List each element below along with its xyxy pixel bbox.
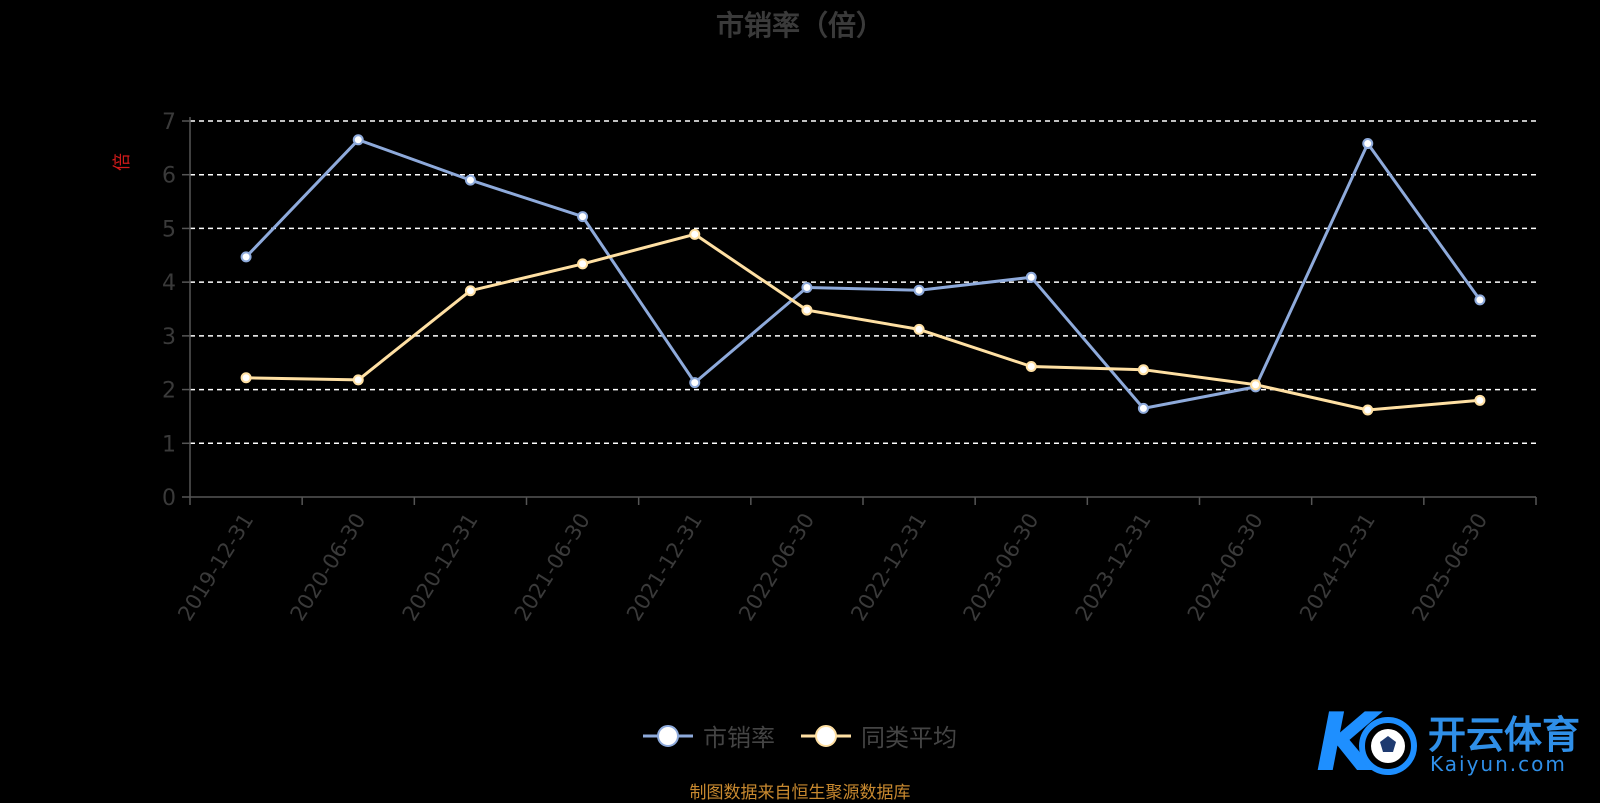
series-line-1 <box>246 232 1481 412</box>
data-point-s0-0 <box>240 251 252 263</box>
data-point-s1-4 <box>689 228 701 240</box>
data-point-s0-8 <box>1137 402 1149 414</box>
kaiyun-logo: K 开云体育 Kaiyun.com <box>1312 696 1592 786</box>
y-tick-label-3: 3 <box>162 325 176 350</box>
data-point-s1-0 <box>240 372 252 384</box>
data-point-s0-5 <box>801 282 813 294</box>
data-point-s0-2 <box>464 174 476 186</box>
y-tick-label-5: 5 <box>162 217 176 242</box>
data-point-s1-3 <box>577 258 589 270</box>
x-tick-label-5: 2022-06-30 <box>734 509 819 625</box>
series-lines <box>245 138 1482 412</box>
x-tick-label-11: 2025-06-30 <box>1407 509 1492 625</box>
logo-text: 开云体育 <box>1428 713 1581 757</box>
y-tick-label-1: 1 <box>162 432 176 457</box>
legend-swatch-peer-avg <box>801 724 851 747</box>
x-tick-label-10: 2024-12-31 <box>1295 509 1380 625</box>
data-point-s0-6 <box>913 284 925 296</box>
y-axis-label: 倍 <box>112 153 133 171</box>
x-tick-label-3: 2021-06-30 <box>510 509 595 625</box>
x-axis-ticks: 2019-12-31 2020-06-30 2020-12-31 2021-06-30… <box>173 497 1537 625</box>
y-tick-label-2: 2 <box>162 379 176 404</box>
legend-item-ps[interactable]: 市销率 <box>643 718 775 753</box>
series-line-0 <box>245 138 1482 410</box>
legend-item-peer-avg[interactable]: 同类平均 <box>801 718 957 753</box>
data-point-s1-6 <box>913 323 925 335</box>
legend-label-peer-avg: 同类平均 <box>861 724 957 752</box>
logo-domain: Kaiyun.com <box>1430 752 1567 776</box>
data-point-s0-7 <box>1025 271 1037 283</box>
x-tick-label-2: 2020-12-31 <box>398 509 483 625</box>
data-source-note: 制图数据来自恒生聚源数据库 <box>689 783 911 803</box>
y-tick-label-7: 7 <box>162 110 176 135</box>
data-point-s1-2 <box>464 285 476 297</box>
data-point-s1-9 <box>1250 379 1262 391</box>
data-point-s0-3 <box>577 211 589 223</box>
data-point-s0-4 <box>689 377 701 389</box>
y-tick-label-0: 0 <box>162 486 176 511</box>
data-point-s1-5 <box>801 304 813 316</box>
y-tick-label-6: 6 <box>162 164 176 189</box>
y-tick-label-4: 4 <box>162 271 176 296</box>
legend-label-ps: 市销率 <box>703 724 775 752</box>
data-point-s1-10 <box>1362 404 1374 416</box>
x-tick-label-1: 2020-06-30 <box>285 509 370 625</box>
data-point-s0-1 <box>352 134 364 146</box>
x-tick-label-7: 2023-06-30 <box>958 509 1043 625</box>
x-tick-label-0: 2019-12-31 <box>173 509 258 625</box>
x-tick-label-9: 2024-06-30 <box>1183 509 1268 625</box>
data-point-s0-11 <box>1474 294 1486 306</box>
grid-lines <box>190 120 1536 445</box>
data-point-s1-1 <box>352 374 364 386</box>
data-point-s1-8 <box>1137 364 1149 376</box>
data-point-s1-11 <box>1474 394 1486 406</box>
series-points <box>240 134 1486 416</box>
data-point-s0-10 <box>1362 138 1374 150</box>
x-tick-label-6: 2022-12-31 <box>846 509 931 625</box>
x-tick-label-8: 2023-12-31 <box>1071 509 1156 625</box>
chart-title: 市销率（倍） <box>715 9 884 42</box>
y-axis-ticks: 0 1 2 3 4 5 6 7 <box>162 110 190 511</box>
data-point-s1-7 <box>1025 360 1037 372</box>
legend-swatch-ps <box>643 724 693 747</box>
x-tick-label-4: 2021-12-31 <box>622 509 707 625</box>
soccer-ball-icon: K <box>1316 696 1417 784</box>
legend: 市销率 同类平均 <box>0 718 1600 753</box>
